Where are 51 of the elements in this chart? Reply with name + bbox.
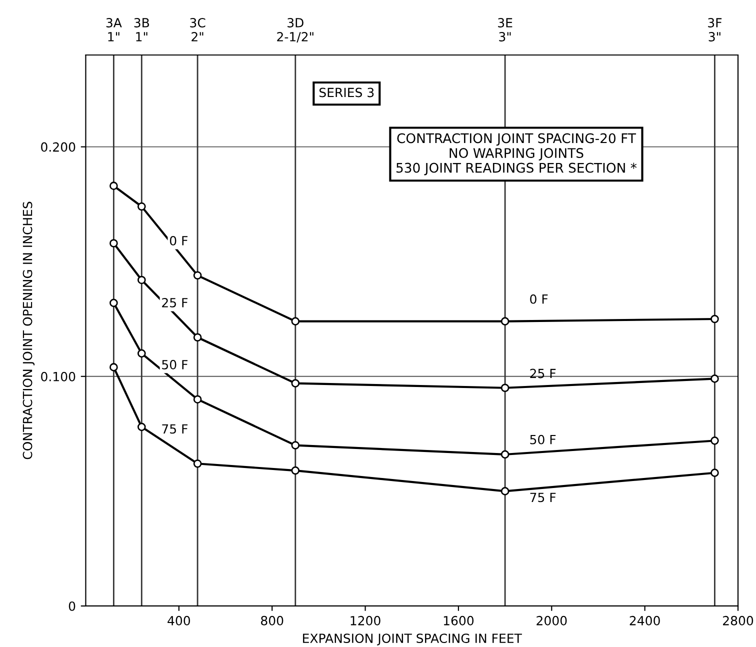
x-tick-label: 2800 (723, 616, 754, 626)
ref-line-label: 3B 1" (134, 18, 150, 42)
ref-line-label: 3F 3" (708, 18, 722, 42)
x-tick-label: 2400 (630, 616, 660, 626)
point (137, 422, 146, 432)
annotation: SERIES 3 (319, 88, 374, 98)
ref-line-label: 3C 2" (190, 18, 206, 42)
annotation: 0 F (530, 294, 548, 304)
point (193, 459, 202, 468)
point (710, 468, 719, 477)
point (193, 271, 202, 280)
point (137, 276, 146, 284)
series-label: 75 F (162, 424, 188, 434)
y-tick-label: 0.200 (41, 142, 76, 152)
point (110, 298, 118, 308)
point (710, 374, 719, 383)
point (110, 239, 118, 248)
x-tick-label: 2000 (536, 616, 567, 626)
point (110, 182, 118, 190)
x-axis-title: EXPANSION JOINT SPACING IN FEET (303, 634, 522, 646)
point (710, 314, 719, 324)
x-tick-label: 800 (261, 616, 284, 626)
series-label: 25 F (162, 298, 188, 308)
x-tick-label: 1200 (350, 616, 380, 626)
point (500, 384, 510, 392)
annotation: CONTRACTION JOINT SPACING-20 FT NO WARPING JOINTS 530 JOINT READINGS PER SECTION * (396, 133, 637, 176)
point (291, 379, 300, 388)
x-tick-label: 1600 (444, 616, 474, 626)
series-label: 50 F (162, 360, 188, 370)
point (110, 363, 118, 372)
point (500, 317, 510, 326)
point (137, 202, 146, 211)
series-label: 0 F (170, 236, 188, 246)
y-tick-label: 0 (68, 601, 76, 611)
ref-line-label: 3E 3" (498, 18, 512, 42)
point (193, 333, 202, 342)
point (193, 395, 202, 404)
point (137, 349, 146, 358)
annotation: 75 F (530, 492, 556, 502)
point (291, 441, 300, 450)
y-tick-label: 0.100 (41, 372, 76, 382)
point (500, 450, 510, 459)
point (291, 466, 300, 475)
y-axis-title: CONTRACTION JOINT OPENING IN INCHES (22, 202, 35, 460)
x-tick-label: 400 (168, 616, 190, 626)
point (291, 317, 300, 326)
ref-line-label: 3A 1" (106, 18, 122, 42)
ref-line-label: 3D 2-1/2" (277, 18, 314, 42)
annotation: 50 F (530, 434, 556, 444)
point (500, 487, 510, 496)
point (710, 436, 719, 445)
